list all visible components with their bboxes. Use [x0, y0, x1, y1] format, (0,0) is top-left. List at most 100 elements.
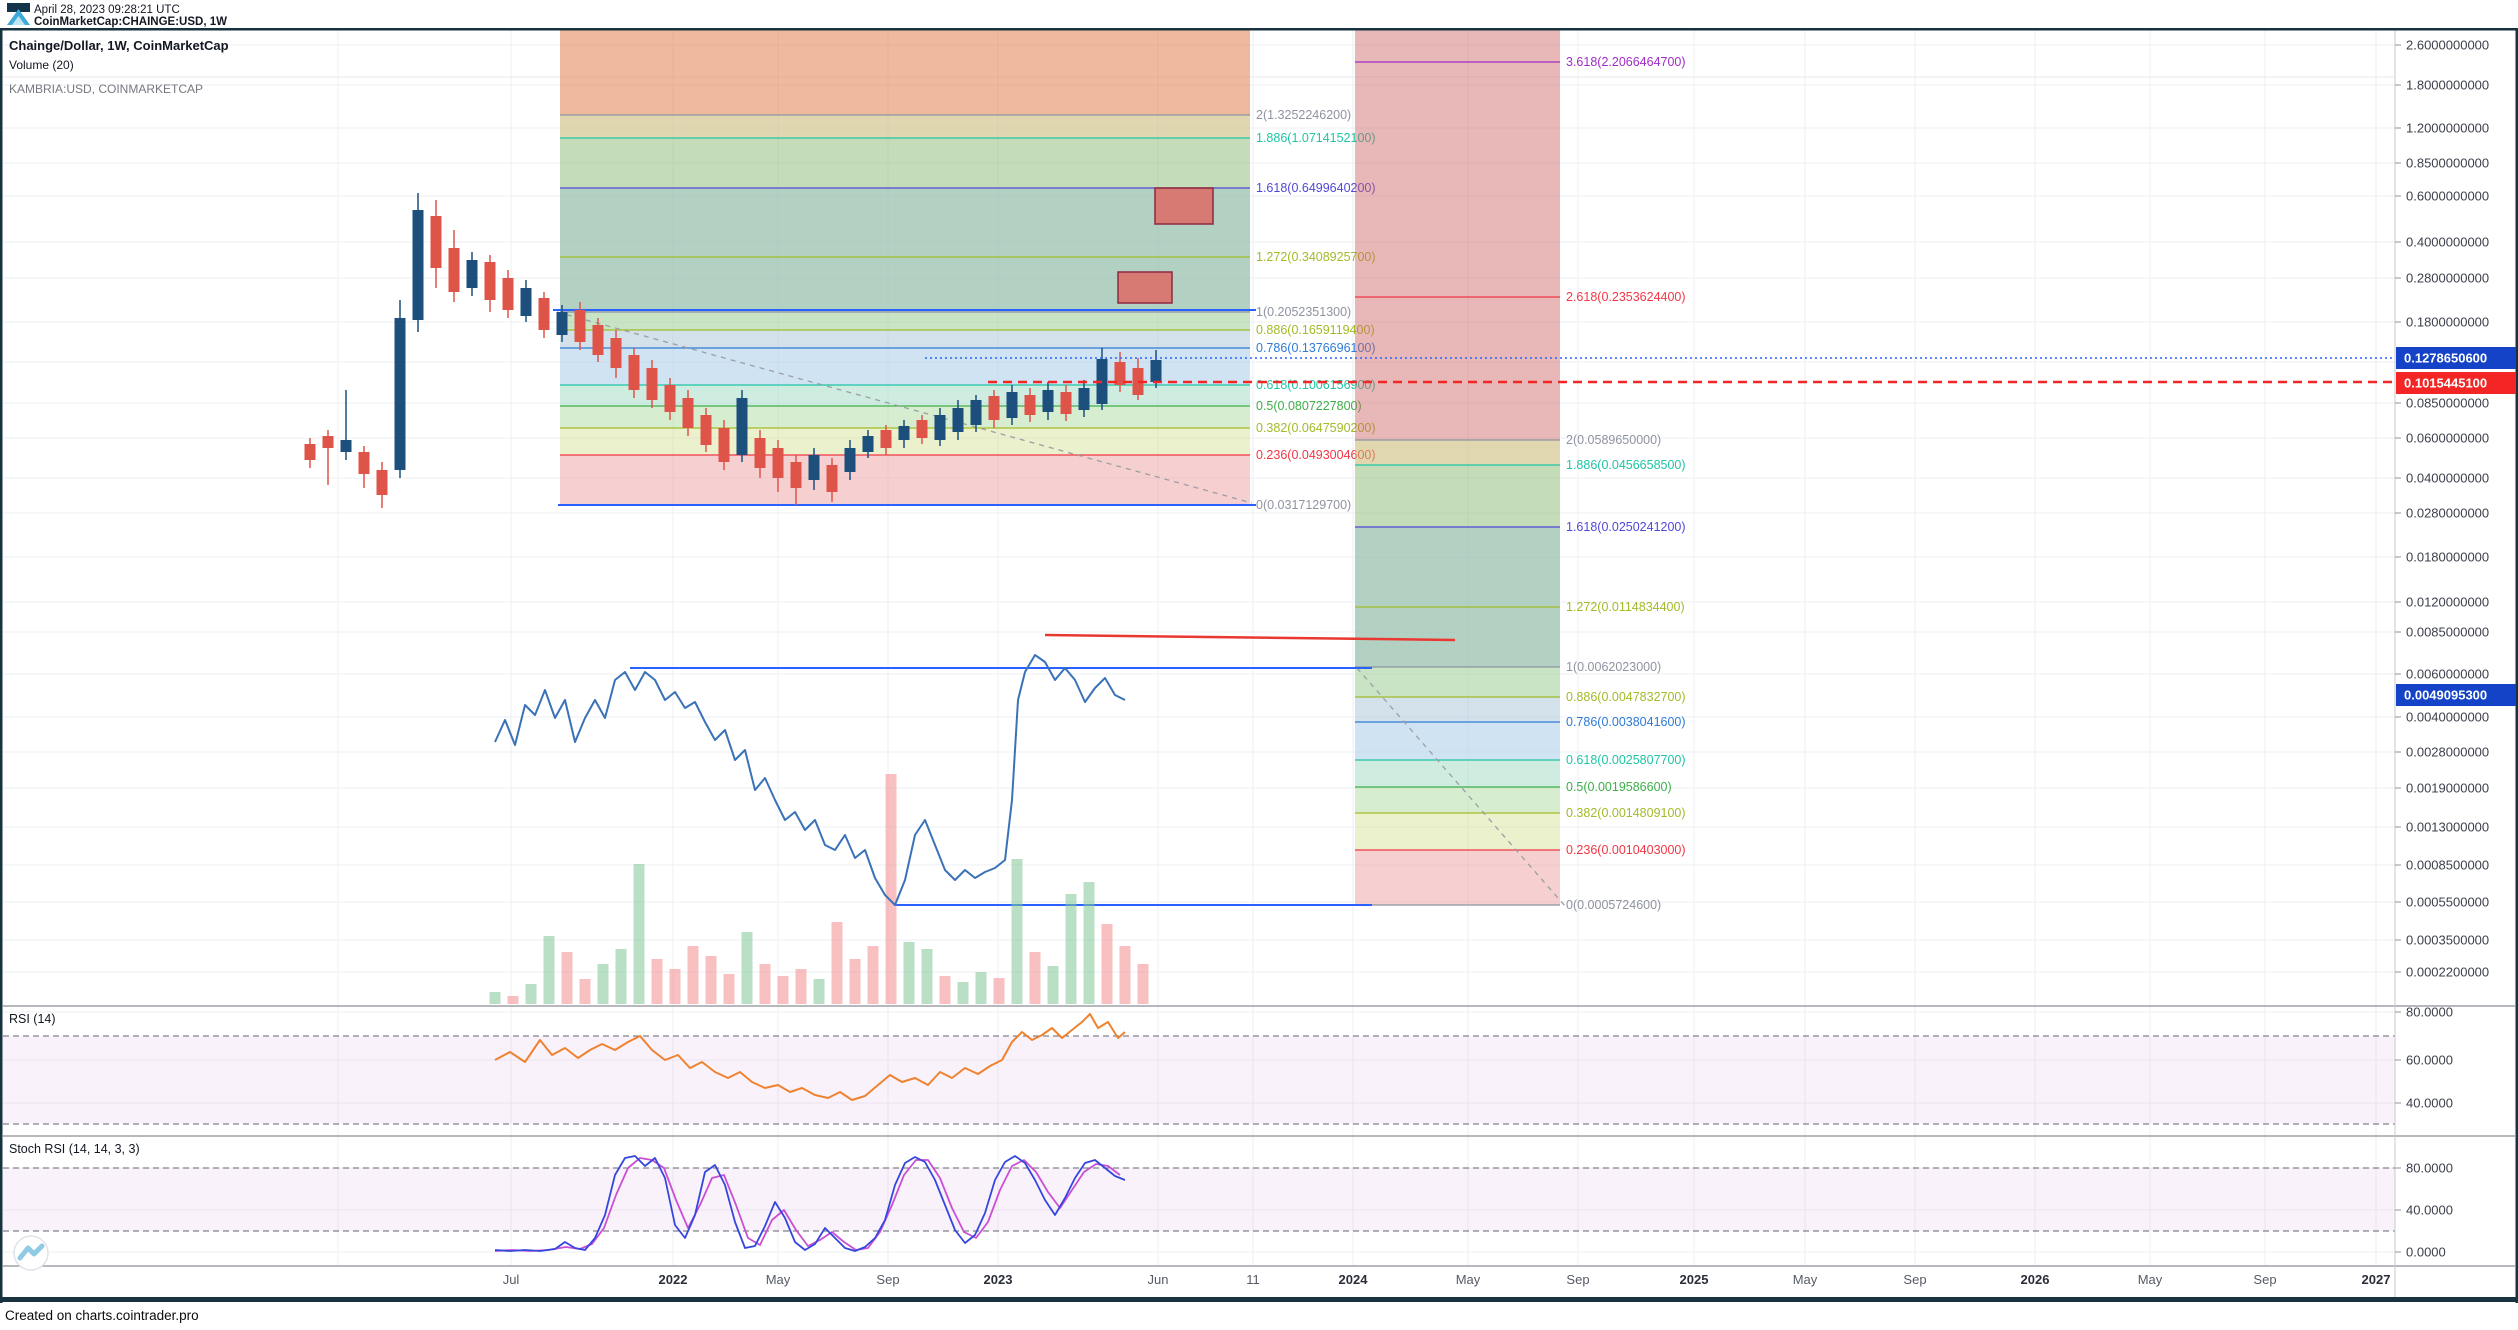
fib-extension-overlay-level-label[interactable]: 0.236(0.0010403000) — [1566, 843, 1686, 857]
supply-zone-box[interactable] — [1117, 271, 1173, 304]
candle-body — [862, 436, 874, 452]
price-badge-label[interactable]: 0.0049095300 — [2404, 688, 2487, 703]
rsi-pane-label[interactable]: RSI (14) — [9, 1012, 56, 1026]
fib-extension-level-label[interactable]: 0.886(0.1659119400) — [1256, 323, 1375, 337]
fib-extension-band[interactable] — [560, 115, 1250, 138]
fib-extension-overlay-level-label[interactable]: 3.618(2.2066464700) — [1566, 55, 1686, 69]
fib-extension-level-label[interactable]: 0.786(0.1376696100) — [1256, 341, 1376, 355]
candle-body — [646, 368, 658, 400]
fib-extension-overlay-level-label[interactable]: 0.618(0.0025807700) — [1566, 753, 1686, 767]
volume-bar — [759, 964, 771, 1004]
price-badge[interactable] — [2396, 372, 2516, 394]
fib-extension-overlay-band[interactable] — [1355, 722, 1560, 760]
fib-extension-level-label[interactable]: 1.886(1.0714152100) — [1256, 131, 1376, 145]
stoch-rsi-pane-label[interactable]: Stoch RSI (14, 14, 3, 3) — [9, 1142, 140, 1156]
legend-volume-indicator[interactable]: Volume (20) — [9, 58, 74, 72]
price-badge[interactable] — [2396, 347, 2516, 369]
rsi-line — [494, 1013, 1126, 1101]
fib-extension-overlay-level-label[interactable]: 0.786(0.0038041600) — [1566, 715, 1686, 729]
fib-extension-overlay-level-label[interactable]: 2.618(0.2353624400) — [1566, 290, 1686, 304]
fib-extension-band[interactable] — [560, 348, 1250, 385]
fib-extension-overlay-band[interactable] — [1355, 607, 1560, 667]
fib-anchor-diagonal[interactable] — [1356, 667, 1566, 907]
fib-extension-overlay-level-label[interactable]: 0.382(0.0014809100) — [1566, 806, 1686, 820]
fib-extension-overlay-level-label[interactable]: 1.272(0.0114834400) — [1566, 600, 1685, 614]
volume-bar — [939, 976, 951, 1004]
candle-body — [952, 408, 964, 432]
price-tick-label: 0.0850000000 — [2406, 396, 2489, 411]
fib-extension-band[interactable] — [560, 385, 1250, 406]
rsi-band — [3, 1036, 2395, 1124]
fib-extension-band[interactable] — [560, 312, 1250, 330]
time-tick-label: Sep — [876, 1272, 899, 1287]
price-badge-label[interactable]: 0.1015445100 — [2404, 376, 2487, 391]
fib-extension-overlay-level-label[interactable]: 0(0.0005724600) — [1566, 898, 1661, 912]
candle-body — [682, 398, 694, 428]
candle-body — [790, 462, 802, 488]
price-tick-label: 0.0060000000 — [2406, 667, 2489, 682]
price-badge-label[interactable]: 0.1278650600 — [2404, 351, 2487, 366]
watermark-logo-icon — [13, 1235, 49, 1271]
candle-body — [664, 385, 676, 412]
candle-body — [808, 455, 820, 480]
candle-body — [880, 430, 892, 448]
fib-extension-band[interactable] — [560, 330, 1250, 348]
volume-bar — [1047, 966, 1059, 1004]
supply-zone-box[interactable] — [1154, 187, 1214, 225]
fib-extension-level-label[interactable]: 1.272(0.3408925700) — [1256, 250, 1376, 264]
fib-extension-overlay-band[interactable] — [1355, 813, 1560, 850]
legend-symbol-title[interactable]: Chainge/Dollar, 1W, CoinMarketCap — [9, 38, 229, 53]
fib-extension-band[interactable] — [560, 406, 1250, 428]
volume-bar — [687, 946, 699, 1004]
volume-bar — [579, 979, 591, 1004]
fib-extension-level-label[interactable]: 0.236(0.0493004600) — [1256, 448, 1376, 462]
candle-body — [898, 426, 910, 440]
fib-extension-overlay-level-label[interactable]: 1.618(0.0250241200) — [1566, 520, 1686, 534]
frame-right — [2515, 28, 2518, 1303]
fib-extension-level-label[interactable]: 0.5(0.0807227800) — [1256, 399, 1362, 413]
fib-extension-level-label[interactable]: 0(0.0317129700) — [1256, 498, 1351, 512]
volume-bar — [669, 969, 681, 1004]
candle-body — [592, 325, 604, 355]
fib-extension-overlay-band[interactable] — [1355, 850, 1560, 905]
fib-extension-overlay-band[interactable] — [1355, 465, 1560, 527]
fib-extension-band[interactable] — [560, 138, 1250, 188]
price-badge[interactable] — [2396, 684, 2516, 706]
fib-extension-band[interactable] — [560, 30, 1250, 115]
price-tick-label: 0.0400000000 — [2406, 471, 2489, 486]
candle-body — [358, 452, 370, 474]
fib-extension-level-label[interactable]: 2(1.3252246200) — [1256, 108, 1351, 122]
price-tick-label: 0.0280000000 — [2406, 506, 2489, 521]
fib-extension-overlay-band[interactable] — [1355, 697, 1560, 722]
candle-body — [718, 428, 730, 462]
price-tick-label: 0.0005500000 — [2406, 895, 2489, 910]
fib-extension-overlay-level-label[interactable]: 0.5(0.0019586600) — [1566, 780, 1672, 794]
fib-extension-level-label[interactable]: 0.382(0.0647590200) — [1256, 421, 1376, 435]
volume-bar — [615, 949, 627, 1004]
fib-extension-overlay-band[interactable] — [1355, 527, 1560, 607]
fib-anchor-diagonal[interactable] — [556, 311, 1253, 504]
candle-body — [556, 312, 568, 335]
candle-body — [610, 338, 622, 368]
fib-extension-overlay-band[interactable] — [1355, 440, 1560, 465]
fib-extension-overlay-level-label[interactable]: 0.886(0.0047832700) — [1566, 690, 1686, 704]
fib-extension-overlay-level-label[interactable]: 1(0.0062023000) — [1566, 660, 1661, 674]
fib-extension-overlay-band[interactable] — [1355, 667, 1560, 697]
fib-extension-overlay-band[interactable] — [1355, 30, 1560, 440]
fib-extension-level-label[interactable]: 1.618(0.6499640200) — [1256, 181, 1376, 195]
fib-extension-level-label[interactable]: 0.618(0.1006156900) — [1256, 378, 1376, 392]
volume-bar — [831, 922, 843, 1004]
fib-extension-band[interactable] — [560, 455, 1250, 505]
fib-extension-overlay-level-label[interactable]: 2(0.0589650000) — [1566, 433, 1661, 447]
candle-body — [1024, 395, 1036, 415]
red-trend-line[interactable] — [1044, 633, 1456, 642]
fib-extension-overlay-level-label[interactable]: 1.886(0.0456658500) — [1566, 458, 1686, 472]
fib-extension-level-label[interactable]: 1(0.2052351300) — [1256, 305, 1351, 319]
candle-body — [394, 318, 406, 470]
legend-overlay-symbol[interactable]: KAMBRIA:USD, COINMARKETCAP — [9, 82, 204, 96]
fib-extension-band[interactable] — [560, 188, 1250, 257]
candle-body — [988, 396, 1000, 420]
rsi-tick-label: 60.0000 — [2406, 1053, 2453, 1068]
fib-extension-overlay-band[interactable] — [1355, 787, 1560, 813]
